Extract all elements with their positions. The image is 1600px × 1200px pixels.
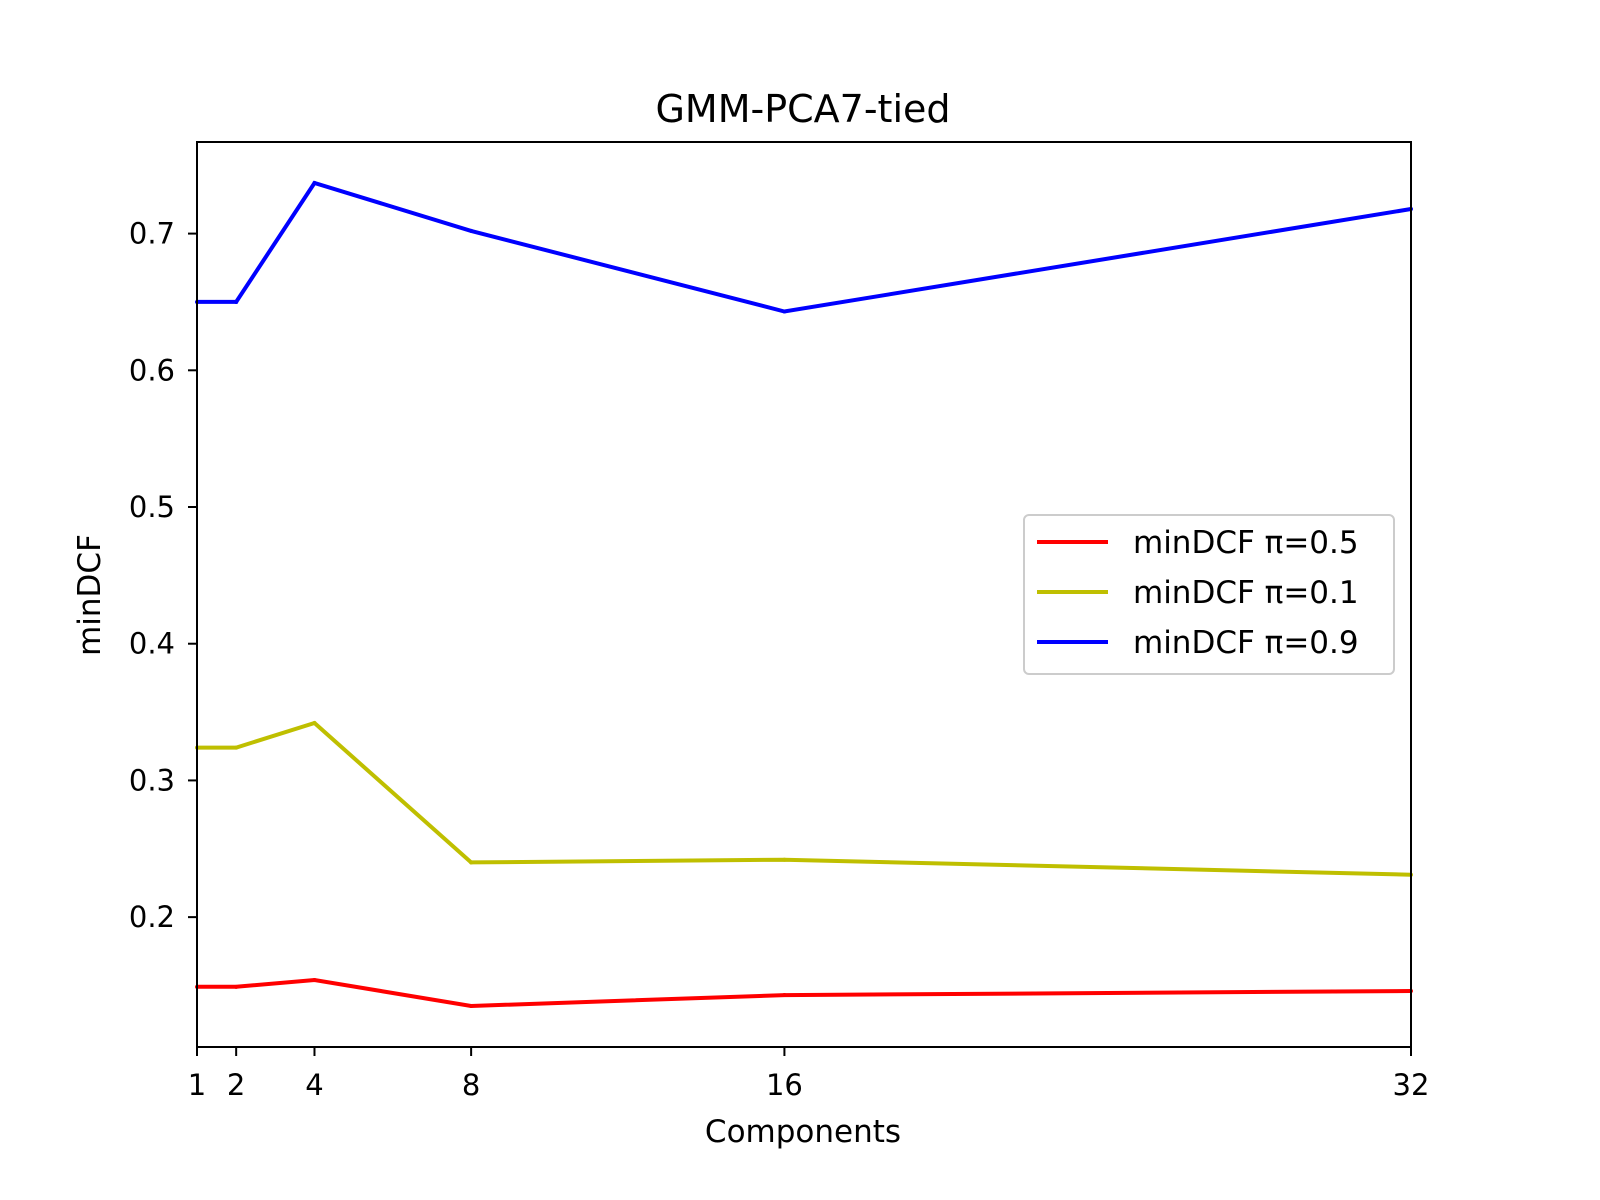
data-point-2-3	[469, 228, 474, 233]
y-tick-label: 0.4	[129, 627, 175, 661]
x-tick-label: 16	[766, 1068, 803, 1102]
data-point-0-2	[312, 978, 317, 983]
x-tick-label: 8	[462, 1068, 480, 1102]
data-point-0-4	[782, 993, 787, 998]
y-tick-label: 0.5	[129, 490, 175, 524]
data-point-1-2	[312, 721, 317, 726]
legend: minDCF π=0.5 minDCF π=0.1 minDCF π=0.9	[1023, 514, 1395, 675]
axes-frame	[196, 141, 1412, 1048]
data-point-1-1	[234, 745, 239, 750]
data-point-1-3	[469, 860, 474, 865]
y-tick-label: 0.2	[129, 900, 175, 934]
x-tick-label: 2	[227, 1068, 245, 1102]
x-axis-label: Components	[705, 1114, 901, 1150]
y-tick-label: 0.3	[129, 763, 175, 797]
y-axis-label: minDCF	[72, 534, 108, 656]
data-point-1-4	[782, 857, 787, 862]
legend-box	[1023, 514, 1395, 675]
x-tick-label: 32	[1393, 1068, 1430, 1102]
data-point-2-2	[312, 181, 317, 186]
series-line-0	[197, 977, 1412, 1009]
series-line-2	[197, 180, 1412, 314]
series-line-1	[197, 720, 1412, 877]
legend-label-0: minDCF π=0.5	[1133, 525, 1359, 561]
chart-title: GMM-PCA7-tied	[655, 87, 950, 131]
data-point-2-4	[782, 309, 787, 314]
plot-area	[195, 180, 1413, 1009]
data-point-0-3	[469, 1003, 474, 1008]
axis-ticks: 1 2 4 8 16 32 0.2 0.3 0.4 0.5 0.6 0.7	[129, 217, 1430, 1102]
legend-label-2: minDCF π=0.9	[1133, 625, 1359, 661]
legend-label-1: minDCF π=0.1	[1133, 575, 1359, 611]
data-point-2-1	[234, 299, 239, 304]
y-tick-label: 0.6	[129, 353, 175, 387]
data-point-0-1	[234, 984, 239, 989]
x-tick-label: 1	[188, 1068, 206, 1102]
y-tick-label: 0.7	[129, 217, 175, 251]
x-tick-label: 4	[305, 1068, 323, 1102]
